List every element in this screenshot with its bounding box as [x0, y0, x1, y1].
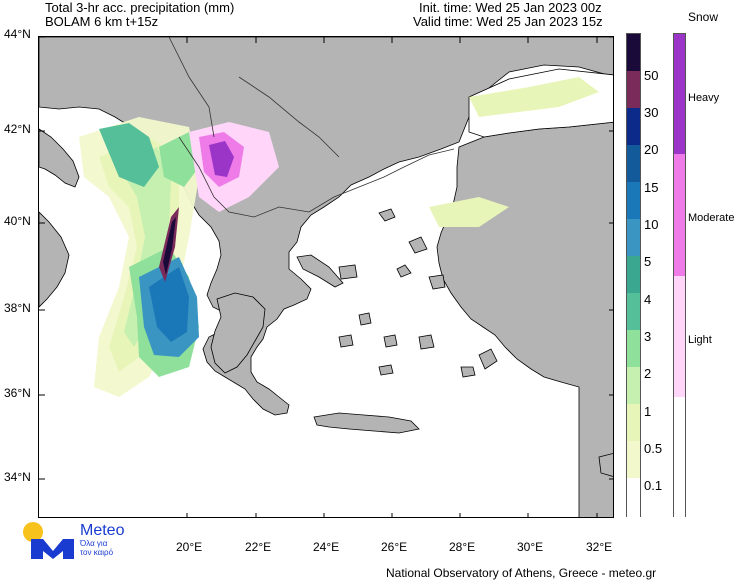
- country-border: [178, 136, 455, 218]
- precip-swatch: [627, 256, 640, 293]
- precip-level-label: 50: [644, 68, 659, 83]
- precip-moderate: [119, 147, 171, 347]
- graticule-ticks: [39, 37, 613, 517]
- lon-label: 32°E: [586, 540, 613, 554]
- precip-level-label: 15: [644, 180, 659, 195]
- precip-north: [99, 123, 159, 187]
- lat-label: 34°N: [4, 470, 31, 484]
- precip-swatch: [627, 367, 640, 404]
- snow-legend-title: Snow: [688, 10, 719, 24]
- aegean-island: [428, 274, 446, 290]
- aegean-island: [460, 366, 476, 378]
- snow-level-label: Light: [688, 334, 712, 346]
- precip-swatch: [627, 441, 640, 478]
- footer-credit: National Observatory of Athens, Greece -…: [386, 566, 657, 580]
- precip-swatch: [627, 71, 640, 108]
- map-canvas: [39, 37, 613, 517]
- model-run-label: BOLAM 6 km t+15z: [45, 14, 159, 29]
- snow-layer: [189, 122, 279, 212]
- lon-label: 30°E: [517, 540, 544, 554]
- precip-level-label: 20: [644, 142, 659, 157]
- crete: [313, 412, 420, 434]
- lat-label: 42°N: [4, 122, 31, 136]
- precip-level-label: 3: [644, 329, 652, 344]
- precip-turkey: [469, 77, 599, 117]
- precip-swatch: [627, 330, 640, 367]
- precip-level-label: 1: [644, 404, 652, 419]
- precip-level-label: 0.1: [644, 478, 663, 493]
- snow-swatch: [674, 34, 685, 154]
- euboea: [296, 254, 344, 288]
- map-title: Total 3-hr acc. precipitation (mm): [45, 0, 235, 15]
- country-border: [168, 37, 215, 138]
- precip-swatch: [627, 478, 640, 518]
- aegean-island: [378, 364, 394, 376]
- aegean-island: [396, 264, 412, 278]
- precip-level-label: 2: [644, 366, 652, 381]
- snow-swatch: [674, 276, 685, 397]
- aegean-island: [338, 334, 354, 348]
- meteo-logo: [22, 519, 142, 563]
- precip-level-label: 30: [644, 105, 659, 120]
- valid-time-label: Valid time: Wed 25 Jan 2023 15z: [413, 14, 603, 29]
- rhodes: [478, 348, 498, 370]
- country-border: [238, 76, 340, 158]
- precip-swatch: [627, 404, 640, 441]
- aegean-island: [338, 264, 358, 280]
- precip-west: [429, 197, 509, 227]
- precip-swatch: [627, 145, 640, 182]
- border-layer: [168, 37, 455, 218]
- meteo-logo-icon: [23, 522, 74, 559]
- init-time-label: Init. time: Wed 25 Jan 2023 00z: [419, 0, 602, 15]
- precip-heavy: [149, 267, 189, 342]
- italy-landmass: [39, 128, 80, 188]
- lat-label: 40°N: [4, 214, 31, 228]
- lon-label: 28°E: [449, 540, 476, 554]
- lat-label: 38°N: [4, 301, 31, 315]
- lon-label: 26°E: [381, 540, 408, 554]
- precip-level-label: 0.5: [644, 441, 663, 456]
- logo-tagline-1: Όλα για: [80, 539, 108, 548]
- aegean-island: [383, 334, 398, 348]
- precipitation-map: [38, 36, 614, 518]
- logo-brand-text: Meteo: [80, 522, 125, 539]
- logo-tagline-2: τον καιρό: [80, 548, 114, 557]
- aegean-island: [418, 334, 435, 350]
- lat-label: 44°N: [4, 27, 31, 41]
- aegean-island: [358, 312, 372, 326]
- precip-swatch: [627, 34, 640, 71]
- snow-swatch: [674, 397, 685, 518]
- snow-level-label: Heavy: [688, 92, 720, 104]
- precip-swatch: [627, 108, 640, 145]
- precip-core: [163, 217, 176, 275]
- snow-colorbar: [673, 33, 686, 518]
- precip-north: [159, 132, 199, 187]
- precip-colorbar: [626, 33, 641, 518]
- precip-layer: [79, 77, 599, 397]
- precip-swatch: [627, 293, 640, 330]
- snow-heavy: [209, 141, 234, 177]
- precip-level-label: 4: [644, 292, 652, 307]
- snow-level-label: Moderate: [688, 212, 734, 224]
- snow-swatch: [674, 154, 685, 276]
- precip-swatch: [627, 182, 640, 219]
- cyprus: [598, 453, 613, 477]
- lon-label: 20°E: [176, 540, 203, 554]
- aegean-island: [378, 208, 396, 222]
- precip-level-label: 10: [644, 217, 659, 232]
- precip-level-label: 5: [644, 254, 652, 269]
- aegean-island: [408, 236, 428, 254]
- peloponnese: [210, 292, 266, 374]
- lat-label: 36°N: [4, 386, 31, 400]
- lon-label: 22°E: [245, 540, 272, 554]
- precip-swatch: [627, 219, 640, 256]
- turkey-landmass: [436, 121, 613, 517]
- italy-boot: [39, 211, 70, 308]
- lon-label: 24°E: [313, 540, 340, 554]
